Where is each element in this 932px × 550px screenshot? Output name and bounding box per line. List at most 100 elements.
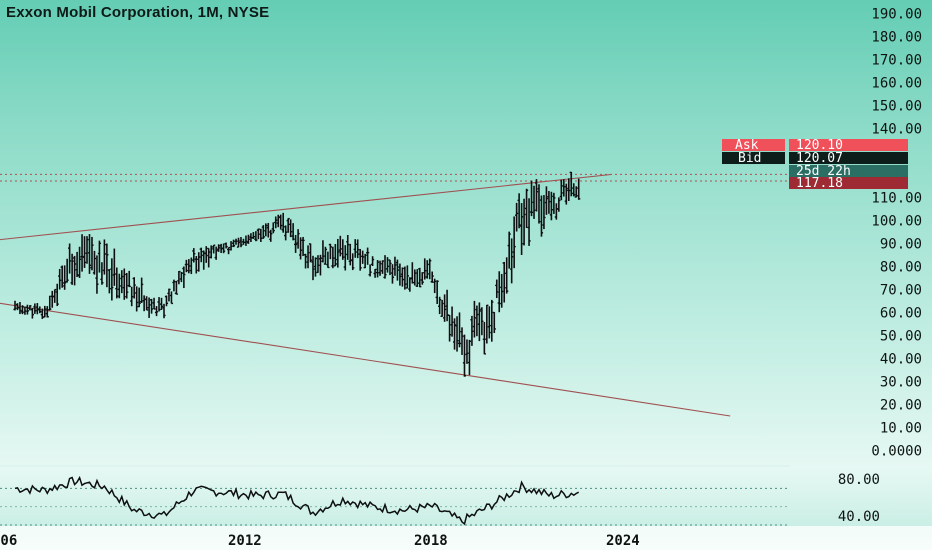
- ohlc-bar: [492, 311, 496, 334]
- price-axis-label: 30.00: [880, 375, 922, 391]
- ohlc-bar: [107, 269, 111, 294]
- ohlc-bar: [135, 286, 139, 312]
- ohlc-bar: [460, 327, 464, 355]
- ohlc-bar: [212, 244, 216, 254]
- price-axis-label: 180.00: [871, 30, 922, 46]
- ohlc-bar: [542, 195, 546, 230]
- ohlc-bar: [544, 186, 549, 215]
- ohlc-bar: [390, 264, 395, 284]
- ohlc-bar: [418, 267, 422, 288]
- ohlc-bar: [25, 304, 30, 315]
- ohlc-bar: [403, 266, 407, 290]
- ohlc-bar: [537, 184, 541, 224]
- ohlc-bar: [405, 265, 409, 289]
- ohlc-bar: [85, 236, 89, 264]
- ohlc-bar: [373, 268, 377, 278]
- ohlc-bar: [70, 253, 74, 285]
- ohlc-bar: [497, 271, 501, 313]
- ohlc-bar: [187, 259, 191, 274]
- ohlc-bar: [443, 294, 447, 322]
- ohlc-bar: [296, 229, 300, 249]
- ohlc-bar: [554, 203, 558, 220]
- ohlc-bar: [343, 245, 347, 271]
- ohlc-bar: [92, 250, 97, 275]
- price-axis-label: 0.0000: [871, 444, 922, 460]
- ohlc-bar: [316, 255, 320, 274]
- ohlc-bar: [301, 236, 305, 257]
- ohlc-bar: [172, 279, 176, 292]
- ohlc-bar: [520, 203, 524, 255]
- ohlc-bar: [149, 298, 154, 314]
- price-axis-label: 150.00: [871, 99, 922, 115]
- ohlc-bar: [271, 222, 275, 234]
- ohlc-bar: [527, 198, 531, 246]
- ohlc-bar: [209, 245, 213, 259]
- bid-price: 120.07: [796, 151, 843, 166]
- ohlc-bar: [30, 308, 34, 319]
- ohlc-bar: [177, 270, 181, 285]
- ohlc-bar: [415, 269, 419, 287]
- ohlc-bar: [311, 255, 315, 281]
- ask-label: Ask: [735, 138, 759, 153]
- ohlc-bar: [112, 248, 116, 286]
- ohlc-bar: [353, 239, 357, 258]
- price-axis-label: 60.00: [880, 306, 922, 322]
- oscillator-line: [14, 475, 580, 526]
- ohlc-bar: [363, 253, 367, 269]
- ohlc-bar: [348, 243, 352, 266]
- ohlc-bar: [65, 258, 69, 283]
- time-axis-label: 006: [0, 533, 17, 549]
- ohlc-bar: [326, 251, 330, 269]
- lower-trendline: [0, 302, 731, 417]
- ohlc-bar: [53, 288, 57, 303]
- ohlc-bar: [75, 251, 79, 278]
- ohlc-bar: [477, 302, 481, 342]
- ohlc-bar: [184, 259, 188, 273]
- ohlc-bar: [430, 271, 434, 283]
- ohlc-bar: [380, 260, 385, 274]
- price-axis-label: 50.00: [880, 329, 922, 345]
- price-axis-label: 70.00: [880, 283, 922, 299]
- ohlc-bar: [82, 236, 87, 268]
- ohlc-bar: [157, 297, 161, 312]
- ohlc-bar: [110, 258, 114, 301]
- ohlc-bar: [457, 312, 462, 348]
- ohlc-bar: [351, 253, 355, 271]
- ohlc-bar: [562, 179, 566, 197]
- ohlc-bar: [371, 256, 375, 266]
- last-price: 117.18: [796, 176, 843, 191]
- ohlc-bar: [137, 287, 141, 308]
- ohlc-bar: [60, 265, 64, 288]
- ohlc-bar: [440, 299, 444, 318]
- ohlc-bar: [127, 270, 131, 288]
- ohlc-bar: [120, 270, 124, 294]
- ohlc-bar: [87, 234, 92, 274]
- ohlc-bar: [97, 240, 102, 273]
- ohlc-bar: [450, 306, 454, 337]
- ohlc-bar: [336, 238, 340, 268]
- ohlc-bar: [517, 193, 521, 229]
- ohlc-bar: [435, 280, 439, 304]
- ohlc-bar: [20, 305, 25, 315]
- ohlc-bar: [413, 269, 417, 286]
- price-axis-label: 190.00: [871, 7, 922, 23]
- chart-title: Exxon Mobil Corporation, 1M, NYSE: [6, 4, 270, 21]
- ohlc-bar: [251, 232, 255, 239]
- ohlc-bar: [529, 180, 534, 217]
- ohlc-bar: [189, 257, 193, 275]
- price-axis-label: 140.00: [871, 122, 922, 138]
- ohlc-bar: [420, 272, 424, 285]
- ohlc-bar: [495, 279, 499, 299]
- ohlc-bar: [475, 305, 479, 337]
- ohlc-bar: [306, 245, 310, 269]
- ohlc-bar: [425, 260, 429, 279]
- ask-label-tag: [722, 139, 785, 151]
- ohlc-bar: [154, 306, 159, 317]
- ohlc-bar: [552, 192, 556, 214]
- ohlc-bar: [63, 265, 67, 290]
- ohlc-bar: [142, 295, 146, 312]
- ohlc-bar: [547, 190, 551, 214]
- ohlc-bar: [368, 264, 372, 277]
- ohlc-bar: [130, 286, 134, 307]
